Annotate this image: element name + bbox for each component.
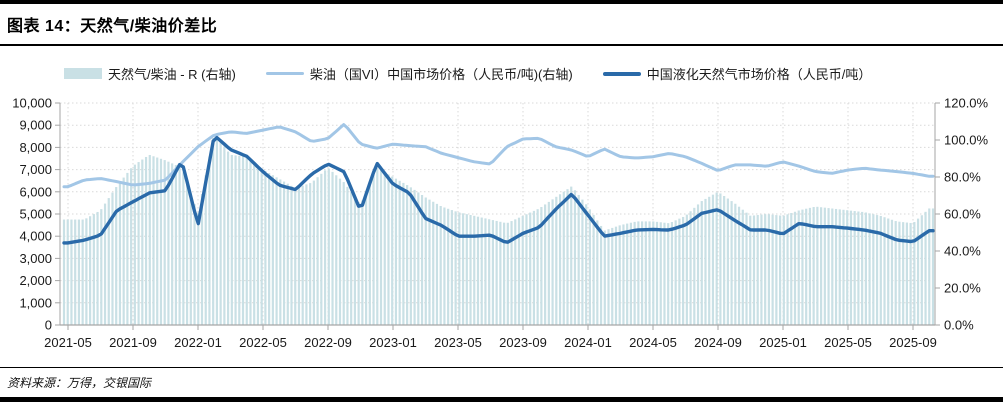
ratio-bars bbox=[62, 136, 935, 325]
svg-text:9,000: 9,000 bbox=[19, 118, 52, 133]
legend-label-ratio: 天然气/柴油 - R (右轴) bbox=[108, 67, 236, 82]
svg-text:0.0%: 0.0% bbox=[944, 318, 974, 333]
svg-text:2024-05: 2024-05 bbox=[629, 335, 677, 350]
svg-text:3,000: 3,000 bbox=[19, 251, 52, 266]
svg-text:2024-09: 2024-09 bbox=[694, 335, 742, 350]
svg-text:60.0%: 60.0% bbox=[944, 207, 981, 222]
svg-text:1,000: 1,000 bbox=[19, 295, 52, 310]
legend-item-ratio: 天然气/柴油 - R (右轴) bbox=[64, 64, 236, 83]
svg-text:2025-09: 2025-09 bbox=[889, 335, 937, 350]
svg-text:2024-01: 2024-01 bbox=[564, 335, 612, 350]
svg-text:10,000: 10,000 bbox=[12, 96, 52, 111]
svg-text:2023-05: 2023-05 bbox=[434, 335, 482, 350]
svg-text:2,000: 2,000 bbox=[19, 273, 52, 288]
svg-text:2025-01: 2025-01 bbox=[759, 335, 807, 350]
line-swatch-diesel bbox=[265, 72, 304, 75]
diesel-price-line bbox=[62, 123, 935, 189]
svg-text:2023-09: 2023-09 bbox=[499, 335, 547, 350]
svg-text:2025-05: 2025-05 bbox=[824, 335, 872, 350]
source-note: 资料来源：万得，交银国际 bbox=[7, 376, 152, 390]
top-border-rule bbox=[0, 0, 1003, 4]
line-swatch-lng bbox=[602, 71, 641, 76]
svg-text:120.0%: 120.0% bbox=[944, 96, 989, 111]
title-underline-rule bbox=[0, 44, 1003, 46]
svg-text:0: 0 bbox=[45, 318, 52, 333]
bar-swatch bbox=[64, 68, 102, 79]
svg-text:2022-09: 2022-09 bbox=[304, 335, 352, 350]
svg-text:2022-01: 2022-01 bbox=[174, 335, 222, 350]
source-divider-rule bbox=[0, 367, 1003, 368]
legend-item-diesel: 柴油（国VI）中国市场价格（人民币/吨)(右轴) bbox=[265, 64, 573, 83]
svg-text:4,000: 4,000 bbox=[19, 229, 52, 244]
svg-text:100.0%: 100.0% bbox=[944, 133, 989, 148]
svg-text:80.0%: 80.0% bbox=[944, 170, 981, 185]
svg-text:6,000: 6,000 bbox=[19, 184, 52, 199]
svg-text:40.0%: 40.0% bbox=[944, 244, 981, 259]
legend-label-lng: 中国液化天然气市场价格（人民币/吨） bbox=[646, 67, 872, 82]
bottom-border-rule bbox=[0, 397, 1003, 402]
svg-text:2023-01: 2023-01 bbox=[369, 335, 417, 350]
figure-title: 图表 14：天然气/柴油价差比 bbox=[7, 18, 218, 35]
legend-label-diesel: 柴油（国VI）中国市场价格（人民币/吨)(右轴) bbox=[309, 67, 573, 82]
svg-text:8,000: 8,000 bbox=[19, 140, 52, 155]
lng-price-line bbox=[62, 135, 935, 245]
svg-text:20.0%: 20.0% bbox=[944, 281, 981, 296]
svg-text:2021-09: 2021-09 bbox=[109, 335, 157, 350]
chart-legend: 天然气/柴油 - R (右轴) 柴油（国VI）中国市场价格（人民币/吨)(右轴)… bbox=[64, 64, 994, 83]
svg-text:2021-05: 2021-05 bbox=[44, 335, 92, 350]
svg-text:5,000: 5,000 bbox=[19, 207, 52, 222]
legend-item-lng: 中国液化天然气市场价格（人民币/吨） bbox=[602, 64, 872, 83]
svg-text:2022-05: 2022-05 bbox=[239, 335, 287, 350]
svg-text:7,000: 7,000 bbox=[19, 162, 52, 177]
